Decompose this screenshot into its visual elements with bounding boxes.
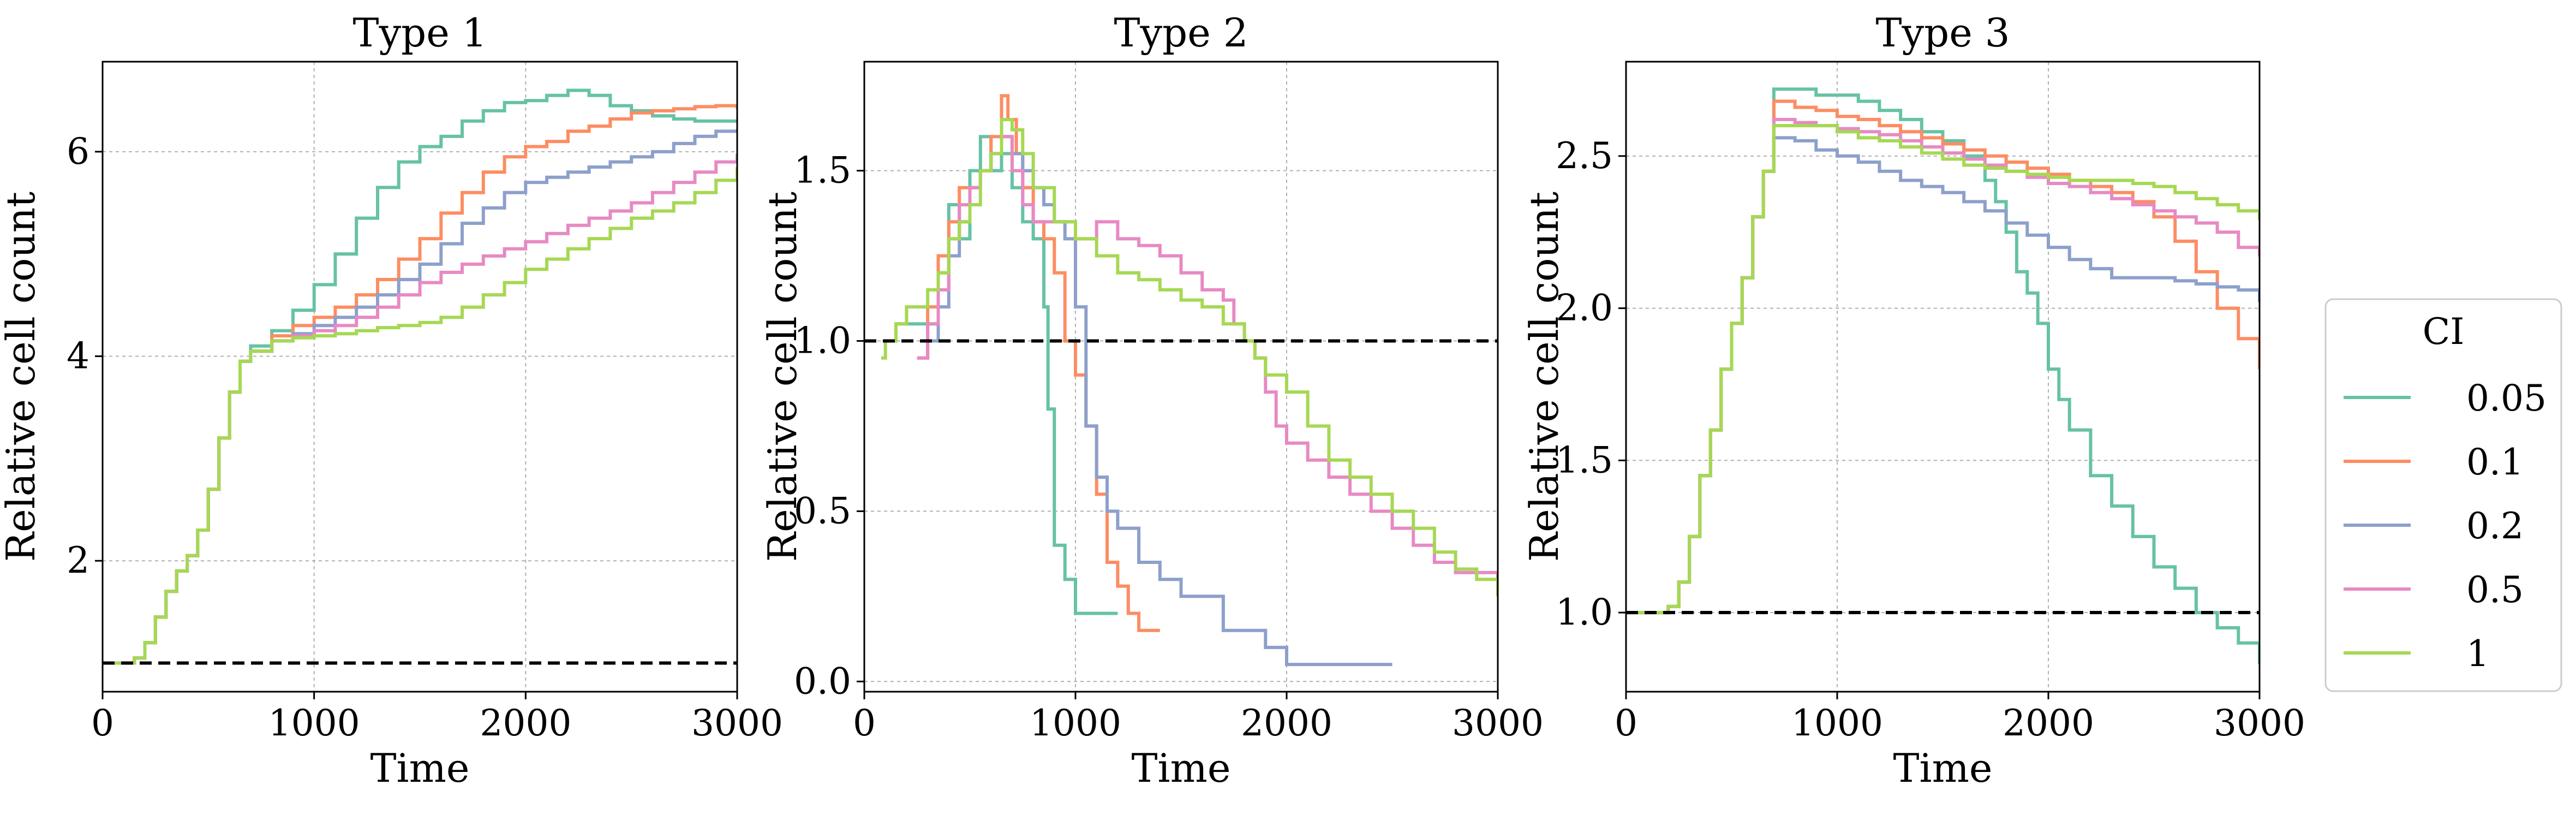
legend-label: 0.5: [2466, 569, 2524, 611]
series-line-0.2: [928, 135, 1392, 667]
legend-label: 1: [2466, 633, 2489, 675]
x-tick-label: 0: [91, 702, 114, 744]
chart-title: Type 1: [352, 10, 487, 56]
legend-entry: 0.2: [2344, 505, 2524, 547]
series-line-1: [1626, 124, 2260, 615]
axes-frame: [863, 61, 1499, 693]
y-axis-label: Relative cell count: [0, 192, 44, 562]
series-line-0.1: [103, 104, 737, 665]
legend-entry: 0.05: [2344, 377, 2547, 419]
legend-entry: 1: [2344, 633, 2489, 675]
series-line-0.1: [917, 94, 1160, 632]
legend-title: CI: [2423, 311, 2465, 353]
series-line-0.2: [103, 129, 737, 665]
legend: CI 0.05 0.1 0.2 0.5 1: [2324, 298, 2562, 692]
chart-title: Type 2: [1114, 10, 1248, 56]
series-line-0.1: [1626, 99, 2260, 615]
legend-entry: 0.5: [2344, 569, 2524, 611]
x-axis-label: Time: [370, 745, 470, 791]
legend-label: 0.1: [2466, 441, 2524, 483]
series-group: [1626, 87, 2260, 664]
y-tick-label: 2.5: [1556, 135, 1613, 177]
x-axis-label: Time: [1132, 745, 1231, 791]
x-tick-label: 3000: [2214, 702, 2305, 744]
series-group: [103, 88, 737, 665]
x-tick-label: 2000: [1241, 702, 1332, 744]
y-tick-label: 2.0: [1556, 287, 1613, 329]
series-line-0.5: [103, 153, 737, 665]
series-line-1: [103, 167, 737, 665]
y-tick-label: 1.5: [1556, 439, 1613, 481]
y-tick-label: 2: [67, 539, 89, 581]
y-tick-label: 1.0: [1556, 591, 1613, 633]
x-tick-label: 3000: [691, 702, 783, 744]
series-line-0.5: [917, 135, 1498, 580]
x-tick-label: 0: [853, 702, 876, 744]
axes-frame: [101, 61, 738, 693]
legend-label: 0.2: [2466, 505, 2524, 547]
x-tick-label: 1000: [268, 702, 360, 744]
y-tick-label: 0.0: [794, 660, 851, 702]
x-axis-label: Time: [1893, 745, 1993, 791]
legend-items: 0.05 0.1 0.2 0.5 1: [2344, 377, 2547, 675]
series-line-0.05: [103, 88, 737, 665]
y-tick-label: 4: [67, 335, 89, 377]
x-tick-label: 1000: [1791, 702, 1883, 744]
chart-panel-3: 0 1000 2000 3000 1.0 1.5 2.0 2.5 Type 3 Time Relat…: [1521, 10, 2305, 791]
x-tick-label: 0: [1615, 702, 1637, 744]
chart-panels: 0 1000 2000 3000 2 4 6 Type 1 Time Relative cell …: [0, 10, 2305, 791]
y-axis-label: Relative cell count: [760, 192, 805, 562]
legend-frame: [2324, 298, 2562, 692]
y-tick-label: 0.5: [794, 490, 851, 532]
legend-label: 0.05: [2466, 377, 2547, 419]
chart-panel-2: 0 1000 2000 3000 0.0 0.5 1.0 1.5 Type 2 Time Relat…: [760, 10, 1544, 791]
series-line-1: [881, 118, 1498, 597]
x-tick-label: 1000: [1030, 702, 1121, 744]
x-tick-label: 2000: [2003, 702, 2094, 744]
x-tick-label: 2000: [480, 702, 571, 744]
x-tick-label: 3000: [1452, 702, 1544, 744]
axes-frame: [1625, 61, 2261, 693]
y-tick-label: 1.5: [794, 150, 851, 192]
y-tick-label: 6: [67, 130, 89, 173]
legend-entry: 0.1: [2344, 441, 2524, 483]
chart-title: Type 3: [1875, 10, 2010, 56]
chart-panel-1: 0 1000 2000 3000 2 4 6 Type 1 Time Relative cell …: [0, 10, 783, 791]
y-tick-label: 1.0: [794, 320, 851, 362]
series-group: [881, 94, 1498, 667]
y-axis-label: Relative cell count: [1521, 192, 1567, 562]
